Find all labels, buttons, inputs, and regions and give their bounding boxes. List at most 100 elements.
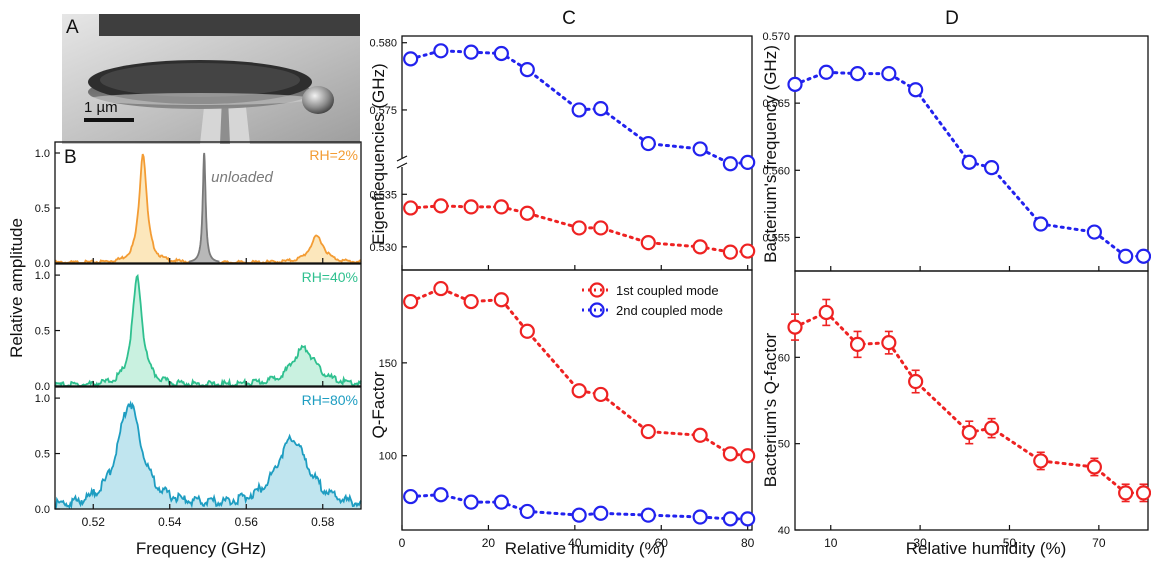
c-top-data-point [593,220,609,236]
legend-marker-2nd [589,302,605,318]
d-top-data-point [908,82,924,98]
c-bottom-data-point [571,383,587,399]
c-top-lower-y-tick-label: 0.530 [369,242,397,254]
b-x-axis-label: Frequency (GHz) [136,539,266,558]
c-top-data-point [740,154,756,170]
c-top-data-point [571,102,587,118]
c-top-data-point [493,199,509,215]
c-bottom-data-point [493,292,509,308]
c-top-data-point [692,141,708,157]
c-bottom-data-point [571,507,587,523]
d-bottom-data-point [1135,485,1151,501]
c-top-data-point [722,244,738,260]
d-top-data-point [1118,248,1134,264]
micrograph-bacterium [302,86,334,114]
d-bottom-x-tick-label: 30 [913,536,927,550]
b-unloaded-line [188,152,220,263]
d-bottom-data-point [1118,485,1134,501]
c-bottom-data-point [593,386,609,403]
micrograph-dark-band [99,14,360,36]
c-x-axis-label: Relative humidity (%) [505,539,666,558]
d-bottom-data-point [818,304,834,321]
c-bottom-data-point [403,488,419,505]
b-unloaded-fill [188,153,220,263]
c-bottom-data-point [692,427,708,443]
c-bottom-data-point [692,509,708,525]
d-x-axis-label: Relative humidity (%) [906,539,1067,558]
b-y-tick-label: 1.0 [35,393,50,405]
c-top-data-point [433,198,449,214]
b-rh-label: RH=2% [309,147,358,163]
d-bottom-x-tick-label: 50 [1003,536,1017,550]
b-rh-label: RH=80% [302,392,358,408]
panel-letter-c: C [562,8,576,29]
c-top-data-point [519,205,535,221]
c-top-data-point [692,239,708,255]
d-bottom-y-tick-label: 50 [778,439,790,451]
c-top-data-point [740,243,756,259]
panel-letter-b: B [64,147,77,168]
panel-a-micrograph: 1 µm A [62,14,360,144]
b-y-tick-label: 0.5 [35,203,50,215]
d-top-y-axis-label: Bacterium's frequency (GHz) [761,45,780,263]
d-bottom-data-point [1086,459,1102,475]
c-top-data-point [640,235,656,251]
b-y-axis-label: Relative amplitude [7,218,26,358]
d-top-y-tick-label: 0.565 [762,98,790,110]
panel-d: D Bacterium's frequency (GHz) Bacterium'… [761,8,1151,558]
c-bottom-x-tick-label: 0 [399,536,406,550]
d-bottom-data-point [961,424,977,441]
c-bottom-data-point [640,423,656,440]
c-top-data-point [640,135,656,152]
d-bottom-data-point [787,319,803,335]
c-bottom-data-point [403,293,419,310]
c-bottom-x-tick-label: 60 [655,536,669,550]
c-top-data-point [463,199,479,215]
c-bottom-data-point [463,494,479,510]
b-x-tick-label: 0.56 [235,515,259,529]
b-x-tick-label: 0.54 [158,515,182,529]
d-top-y-tick-label: 0.570 [762,31,790,43]
c-bottom-x-tick-label: 20 [482,536,496,550]
c-bottom-data-point [740,511,756,527]
c-top-upper-y-tick-label: 0.575 [369,105,397,117]
c-bottom-y-tick-label: 100 [379,451,397,463]
c-legend: 1st coupled mode 2nd coupled mode [582,282,723,318]
legend-label-2nd: 2nd coupled mode [616,303,723,318]
c-top-data-point [593,100,609,117]
c-top-data-point [433,43,449,59]
c-bottom-data-point [433,487,449,503]
c-bottom-frame [401,269,753,531]
b-rh-label: RH=40% [302,269,358,285]
d-bottom-y-tick-label: 40 [778,525,790,537]
d-top-data-point [849,65,866,82]
d-top-data-point [984,160,1000,176]
b-y-tick-label: 0.0 [35,504,50,516]
panel-c: C Eigenfrequencies (GHz) Q-Factor Relati… [369,8,756,558]
c-bottom-data-point [519,503,535,520]
c-bottom-data-point [433,280,449,297]
b-unloaded-label: unloaded [211,169,273,186]
panel-letter-d: D [945,8,959,29]
c-axis-break-mark [396,162,408,169]
b-subplot-frame [54,263,362,387]
c-bottom-data-point [593,505,609,521]
b-y-tick-label: 0.0 [35,381,50,393]
d-top-data-point [1135,248,1151,264]
d-top-data-point [1086,224,1102,240]
c-top-data-point [403,200,419,216]
b-y-tick-label: 0.5 [35,326,50,338]
d-bottom-data-point [908,373,924,390]
b-spectrum-line [54,273,362,389]
c-bottom-data-point [722,511,738,527]
c-bottom-data-point [493,494,509,510]
c-bottom-data-point [519,323,535,339]
b-y-tick-label: 1.0 [35,270,50,282]
b-y-tick-label: 1.0 [35,148,50,160]
c-top-data-point [463,44,479,60]
c-axis-break-gap [396,158,408,167]
d-bottom-data-point [881,335,897,351]
panel-b-spectra: B Relative amplitude Frequency (GHz) unl… [7,141,362,558]
b-subplot-frame [54,386,362,510]
c-bottom-data-point [740,448,756,464]
